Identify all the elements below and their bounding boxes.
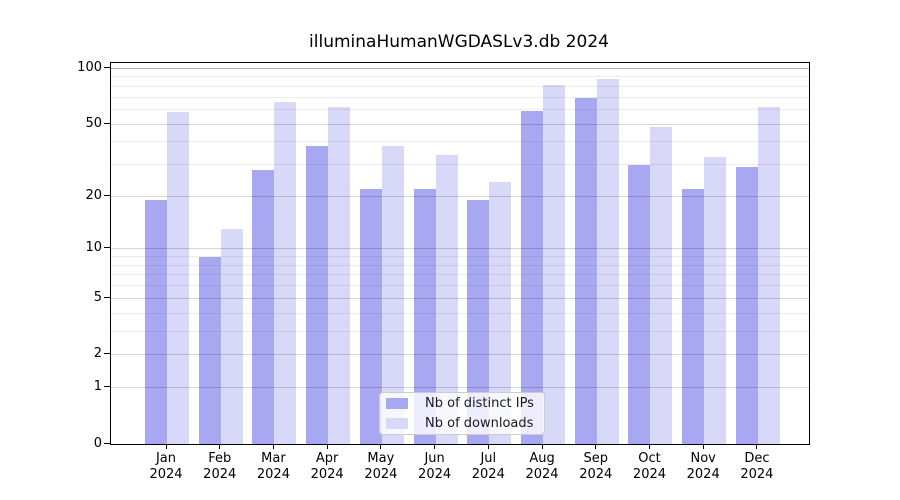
x-tick-label-may: May 2024 [349,451,413,483]
x-tick-may [380,444,382,449]
x-tick-year: 2024 [686,467,720,482]
bar-downloads-jun [435,154,458,444]
x-tick-month: Dec [744,451,770,466]
x-tick-month: Jun [424,451,445,466]
bar-downloads-sep [596,78,619,444]
x-tick-label-dec: Dec 2024 [725,451,789,483]
bar-ips-jul [467,200,490,444]
x-tick-year: 2024 [203,467,237,482]
x-tick-month: Sep [583,451,608,466]
y-tick-label-100: 100 [77,59,102,75]
x-tick-year: 2024 [471,467,505,482]
bar-downloads-may [381,145,404,444]
bar-downloads-aug [543,85,566,444]
bars-layer [111,63,809,444]
legend: Nb of distinct IPs Nb of downloads [379,392,545,435]
x-tick-year: 2024 [525,467,559,482]
y-tick-0 [104,442,110,444]
x-tick-label-jun: Jun 2024 [403,451,467,483]
chart-title: illuminaHumanWGDASLv3.db 2024 [309,32,609,52]
x-tick-year: 2024 [149,467,183,482]
x-tick-aug [541,444,543,449]
bar-ips-may [359,188,382,444]
bar-ips-aug [521,110,544,444]
x-tick-year: 2024 [310,467,344,482]
bar-downloads-feb [220,229,243,444]
bar-ips-nov [682,188,705,444]
bar-downloads-jul [489,182,512,444]
x-tick-jul [487,444,489,449]
x-tick-month: Mar [261,451,286,466]
x-tick-label-mar: Mar 2024 [241,451,305,483]
y-tick-20 [104,194,110,196]
bar-ips-oct [628,164,651,444]
plot-area: Nb of distinct IPs Nb of downloads [110,62,810,445]
bar-ips-mar [252,170,275,444]
y-tick-1 [104,386,110,388]
x-tick-label-aug: Aug 2024 [510,451,574,483]
y-tick-label-20: 20 [85,187,102,203]
x-tick-label-oct: Oct 2024 [617,451,681,483]
bar-downloads-dec [757,106,780,444]
x-tick-dec [756,444,758,449]
bar-ips-feb [198,256,221,444]
x-tick-label-jan: Jan 2024 [134,451,198,483]
y-tick-10 [104,247,110,249]
x-tick-sep [595,444,597,449]
x-tick-oct [648,444,650,449]
y-tick-5 [104,296,110,298]
y-tick-50 [104,122,110,124]
x-tick-feb [219,444,221,449]
x-tick-month: Jul [480,451,497,466]
legend-item-downloads: Nb of downloads [386,416,544,432]
y-tick-label-50: 50 [85,115,102,131]
x-tick-year: 2024 [256,467,290,482]
x-tick-year: 2024 [364,467,398,482]
x-tick-year: 2024 [579,467,613,482]
y-tick-label-1: 1 [93,379,102,395]
bar-downloads-jan [167,112,189,444]
bar-ips-sep [574,98,597,444]
x-tick-label-nov: Nov 2024 [671,451,735,483]
x-tick-label-jul: Jul 2024 [456,451,520,483]
bar-downloads-mar [274,101,297,444]
bar-downloads-nov [704,157,727,444]
x-tick-month: Apr [315,451,339,466]
x-tick-nov [702,444,704,449]
x-tick-month: Feb [208,451,232,466]
legend-swatch-distinct-ips [386,398,408,409]
x-tick-label-sep: Sep 2024 [564,451,628,483]
x-tick-jun [434,444,436,449]
bar-downloads-apr [328,106,351,444]
x-tick-month: Jan [155,451,177,466]
y-tick-2 [104,353,110,355]
x-tick-label-feb: Feb 2024 [188,451,252,483]
bar-ips-jan [145,200,167,444]
legend-swatch-downloads [386,418,408,429]
x-tick-year: 2024 [740,467,774,482]
x-tick-mar [272,444,274,449]
x-tick-jan [165,444,167,449]
x-tick-month: May [367,451,395,466]
y-tick-100 [104,66,110,68]
x-tick-year: 2024 [418,467,452,482]
x-tick-label-apr: Apr 2024 [295,451,359,483]
legend-label-distinct-ips: Nb of distinct IPs [425,396,534,411]
bar-ips-apr [306,145,329,444]
legend-label-downloads: Nb of downloads [425,416,534,431]
x-tick-month: Nov [690,451,716,466]
x-tick-month: Aug [529,451,555,466]
y-tick-label-5: 5 [93,289,102,305]
y-tick-label-2: 2 [93,346,102,362]
y-tick-label-10: 10 [85,240,102,256]
x-tick-year: 2024 [632,467,667,482]
bar-downloads-oct [650,127,673,444]
bar-ips-dec [735,167,758,444]
legend-item-distinct-ips: Nb of distinct IPs [386,396,544,412]
x-tick-apr [326,444,328,449]
x-tick-month: Oct [638,451,661,466]
bar-ips-jun [413,188,436,444]
y-tick-label-0: 0 [93,435,102,451]
